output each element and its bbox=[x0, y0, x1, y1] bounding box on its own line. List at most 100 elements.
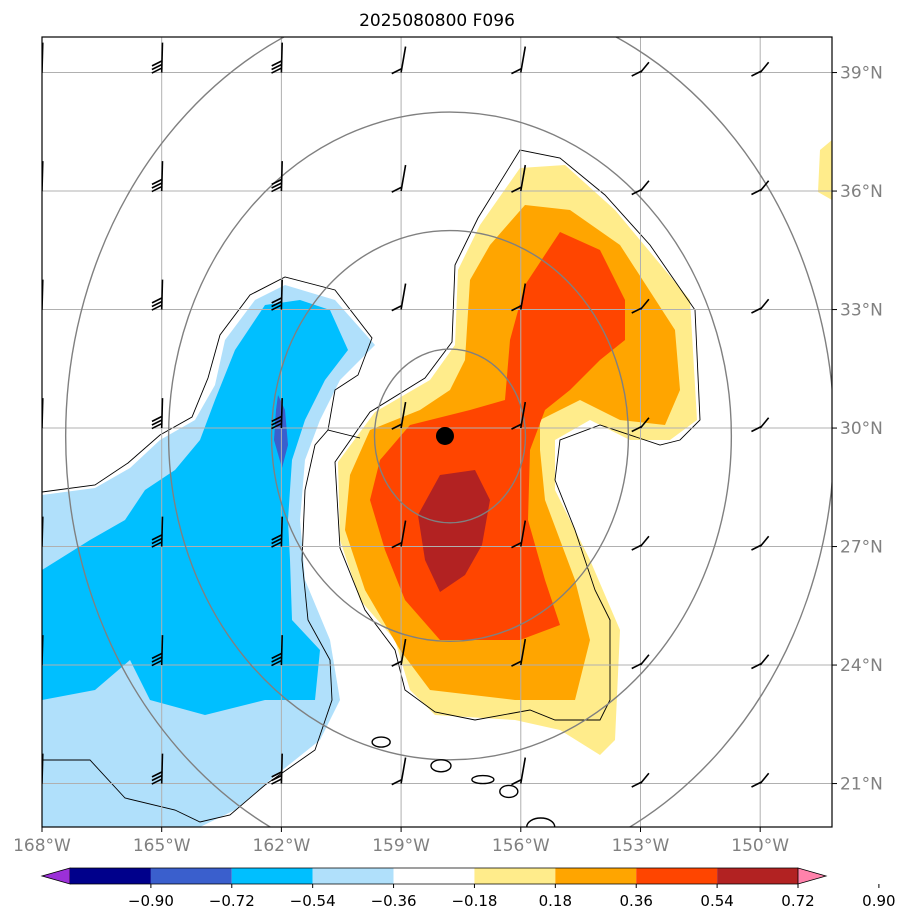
wind-barb bbox=[271, 42, 283, 74]
wind-barb bbox=[511, 757, 527, 786]
colorbar-tick-label: −0.72 bbox=[209, 892, 255, 910]
wind-barb bbox=[511, 401, 527, 430]
contour-neg-2 bbox=[42, 300, 348, 715]
wind-barb bbox=[631, 180, 650, 196]
chart-title: 2025080800 F096 bbox=[359, 11, 515, 31]
y-tick-label: 21°N bbox=[840, 775, 883, 795]
colorbar-tick-label: −0.54 bbox=[290, 892, 336, 910]
wind-barb bbox=[42, 398, 44, 429]
wind-barb bbox=[751, 772, 770, 788]
colorbar-outline bbox=[70, 867, 798, 885]
range-ring bbox=[373, 348, 527, 524]
colorbar: −0.90 −0.72 −0.54 −0.36 −0.18 0.18 0.36 0.54 0.7… bbox=[40, 867, 896, 910]
wind-barb bbox=[631, 298, 650, 314]
wind-barb bbox=[511, 520, 527, 549]
wind-barb bbox=[391, 401, 407, 430]
contour-pos-1-edge bbox=[818, 140, 832, 200]
wind-barb bbox=[751, 654, 770, 670]
zero-contour-neg-lower bbox=[42, 429, 333, 823]
colorbar-bin bbox=[231, 868, 313, 884]
x-tick-label: 168°W bbox=[13, 836, 71, 856]
wind-barb bbox=[631, 772, 650, 788]
colorbar-extend-low bbox=[40, 867, 71, 885]
wind-barb bbox=[511, 283, 527, 312]
y-tick-label: 24°N bbox=[840, 656, 883, 676]
wind-barb bbox=[271, 753, 283, 785]
wind-barb bbox=[391, 164, 407, 193]
colorbar-bin bbox=[312, 868, 394, 884]
map-frame bbox=[41, 36, 833, 828]
wind-barb bbox=[151, 635, 164, 667]
wind-barb bbox=[511, 46, 527, 75]
colorbar-bin bbox=[717, 868, 798, 884]
wind-barb bbox=[391, 46, 407, 75]
zero-contour-pos bbox=[334, 149, 701, 721]
wind-barb bbox=[391, 757, 407, 786]
zero-contour-neg bbox=[42, 276, 373, 493]
island-outline bbox=[471, 774, 495, 785]
y-tick-label: 36°N bbox=[840, 182, 883, 202]
map-plot-area bbox=[42, 37, 832, 827]
colorbar-tick-label: −0.18 bbox=[451, 892, 497, 910]
coastlines bbox=[371, 736, 556, 827]
colorbar-bin bbox=[474, 868, 556, 884]
wind-barb bbox=[631, 535, 650, 551]
colorbar-tick-label: 0.36 bbox=[620, 892, 653, 910]
zero-contours bbox=[42, 149, 701, 823]
wind-barb bbox=[271, 161, 283, 193]
wind-barb bbox=[151, 753, 164, 785]
colorbar-bin bbox=[393, 868, 475, 884]
contour-pos-4 bbox=[418, 470, 490, 592]
wind-barb bbox=[751, 535, 770, 551]
wind-barb bbox=[631, 61, 650, 77]
wind-barb bbox=[391, 520, 407, 549]
island-outline bbox=[526, 817, 556, 827]
x-axis-ticks: 168°W 165°W 162°W 159°W 156°W 153°W 150°W bbox=[13, 827, 789, 856]
y-tick-label: 27°N bbox=[840, 538, 883, 558]
x-tick-label: 150°W bbox=[731, 836, 789, 856]
x-tick-label: 153°W bbox=[612, 836, 670, 856]
island-outline bbox=[430, 759, 452, 773]
x-tick-label: 162°W bbox=[253, 836, 311, 856]
wind-barb bbox=[751, 417, 770, 433]
x-tick-label: 156°W bbox=[492, 836, 550, 856]
wind-barb bbox=[631, 654, 650, 670]
y-tick-label: 39°N bbox=[840, 64, 883, 84]
colorbar-tick-label: −0.90 bbox=[128, 892, 174, 910]
wind-barb bbox=[751, 61, 770, 77]
island-outline bbox=[371, 736, 391, 748]
x-tick-label: 165°W bbox=[133, 836, 191, 856]
wind-barb bbox=[151, 42, 164, 74]
wind-barb bbox=[511, 164, 527, 193]
wind-barb bbox=[391, 283, 407, 312]
colorbar-tick-label: 0.18 bbox=[539, 892, 572, 910]
wind-barb bbox=[42, 516, 44, 547]
colorbar-tick-label: 0.90 bbox=[862, 892, 895, 910]
center-marker bbox=[435, 426, 454, 445]
y-tick-label: 33°N bbox=[840, 301, 883, 321]
wind-barb bbox=[42, 635, 44, 666]
colorbar-extend-high bbox=[797, 867, 828, 885]
wind-barb bbox=[42, 279, 44, 310]
colorbar-tick-label: 0.72 bbox=[781, 892, 814, 910]
wind-barb bbox=[151, 398, 164, 430]
colorbar-bin bbox=[70, 868, 151, 884]
wind-barb bbox=[391, 638, 407, 667]
wind-barb bbox=[151, 279, 164, 311]
wind-barb bbox=[511, 638, 527, 667]
range-ring bbox=[270, 229, 630, 643]
colorbar-bin bbox=[150, 868, 232, 884]
shaded-field bbox=[42, 140, 832, 827]
colorbar-tick-label: −0.36 bbox=[371, 892, 417, 910]
y-axis-ticks: 39°N 36°N 33°N 30°N 27°N 24°N 21°N bbox=[832, 64, 883, 795]
colorbar-tick-label: 0.54 bbox=[700, 892, 733, 910]
range-rings bbox=[65, 37, 832, 827]
island-outline bbox=[499, 784, 519, 799]
wind-barb bbox=[631, 417, 650, 433]
wind-barb bbox=[42, 753, 44, 784]
range-ring bbox=[65, 37, 832, 827]
wind-barb bbox=[271, 279, 283, 311]
wind-barb bbox=[151, 516, 164, 548]
wind-barb bbox=[151, 161, 164, 193]
range-ring bbox=[167, 111, 733, 761]
